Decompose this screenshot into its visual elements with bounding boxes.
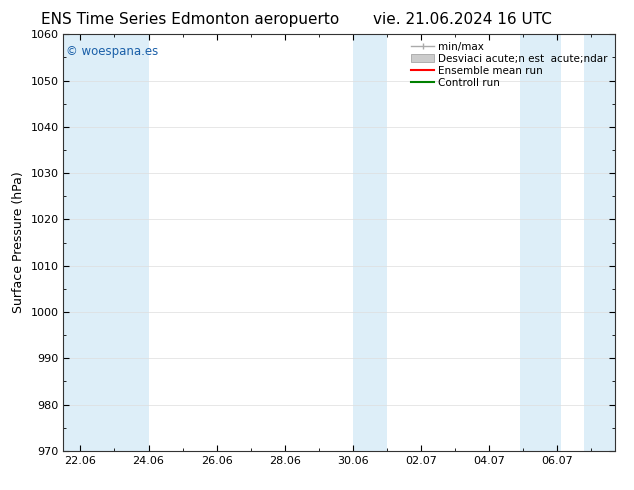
- Bar: [353, 34, 387, 451]
- Text: © woespana.es: © woespana.es: [66, 45, 158, 58]
- Text: ENS Time Series Edmonton aeropuerto: ENS Time Series Edmonton aeropuerto: [41, 12, 339, 27]
- Bar: [63, 34, 148, 451]
- Legend: min/max, Desviaci acute;n est  acute;ndar, Ensemble mean run, Controll run: min/max, Desviaci acute;n est acute;ndar…: [409, 40, 610, 90]
- Bar: [585, 34, 615, 451]
- Bar: [520, 34, 560, 451]
- Y-axis label: Surface Pressure (hPa): Surface Pressure (hPa): [12, 172, 25, 314]
- Text: vie. 21.06.2024 16 UTC: vie. 21.06.2024 16 UTC: [373, 12, 552, 27]
